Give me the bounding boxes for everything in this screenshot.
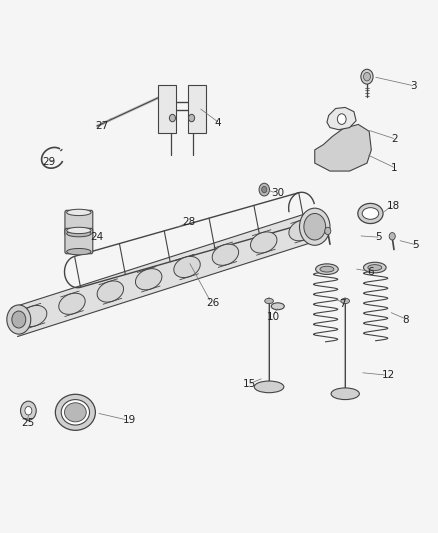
Text: 27: 27 [95,121,108,131]
Ellipse shape [289,220,315,241]
Ellipse shape [265,298,273,304]
Circle shape [25,407,32,415]
Ellipse shape [271,303,284,310]
Text: 10: 10 [267,312,280,322]
Ellipse shape [212,244,239,265]
Ellipse shape [7,305,31,334]
Ellipse shape [55,394,95,430]
Text: 25: 25 [21,418,34,428]
Text: 18: 18 [387,200,400,211]
Circle shape [361,69,373,84]
FancyBboxPatch shape [65,228,93,254]
Text: 5: 5 [413,240,419,251]
Ellipse shape [174,256,200,278]
Circle shape [364,72,371,81]
Ellipse shape [59,293,85,314]
Ellipse shape [304,214,325,240]
Text: 7: 7 [339,298,345,309]
Ellipse shape [341,298,350,304]
Ellipse shape [331,388,359,400]
Circle shape [261,187,267,193]
Text: 1: 1 [391,164,398,173]
Circle shape [170,114,176,122]
Circle shape [21,401,36,420]
Ellipse shape [358,204,383,223]
Ellipse shape [97,281,124,302]
Text: 3: 3 [410,81,417,91]
Ellipse shape [320,266,334,272]
Ellipse shape [300,208,330,245]
Text: 2: 2 [391,134,398,144]
FancyBboxPatch shape [188,85,206,133]
FancyBboxPatch shape [65,211,93,236]
Ellipse shape [67,209,91,216]
Text: 19: 19 [123,415,137,425]
Circle shape [188,114,194,122]
Text: 24: 24 [91,232,104,243]
Circle shape [389,232,395,240]
Ellipse shape [135,269,162,290]
Text: 15: 15 [243,379,256,389]
Text: 5: 5 [376,232,382,243]
Ellipse shape [368,265,382,270]
Polygon shape [315,124,371,171]
Circle shape [337,114,346,124]
Ellipse shape [67,230,91,237]
Ellipse shape [67,248,91,255]
Text: 28: 28 [182,217,195,228]
Ellipse shape [251,232,277,253]
FancyBboxPatch shape [158,85,176,133]
Text: 4: 4 [215,118,221,128]
Text: 8: 8 [402,314,408,325]
Circle shape [325,227,331,235]
Ellipse shape [12,311,26,328]
Text: 12: 12 [382,370,396,380]
Ellipse shape [64,403,86,422]
Text: 26: 26 [206,297,219,308]
Ellipse shape [316,264,338,274]
Polygon shape [327,108,356,130]
Ellipse shape [362,208,379,219]
Ellipse shape [254,381,284,393]
Ellipse shape [67,227,91,233]
Ellipse shape [61,400,89,425]
Text: 29: 29 [43,157,56,166]
Text: 30: 30 [271,188,284,198]
Polygon shape [11,209,325,336]
Ellipse shape [364,262,386,273]
Circle shape [259,183,269,196]
Text: 6: 6 [367,267,374,277]
Ellipse shape [21,305,47,327]
